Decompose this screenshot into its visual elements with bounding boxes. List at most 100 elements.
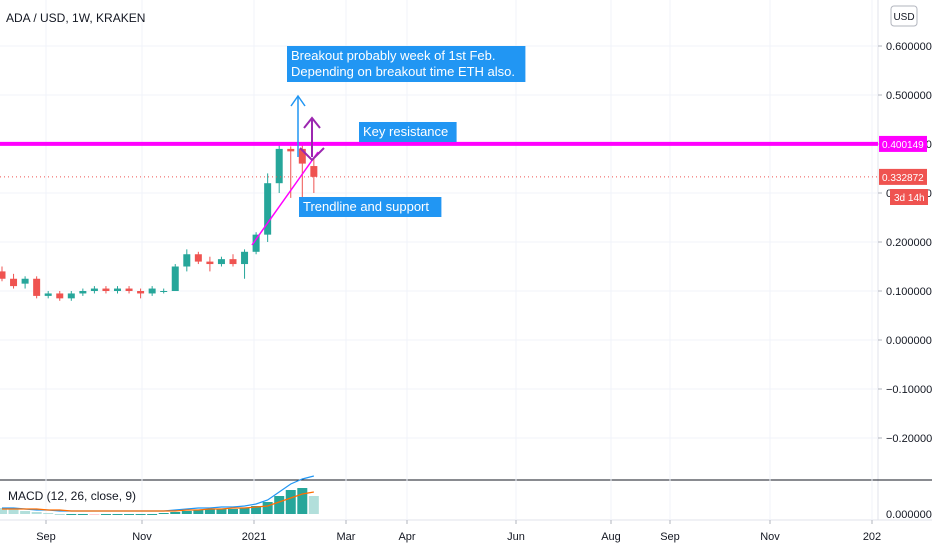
macd-label: MACD (12, 26, close, 9) <box>8 489 136 503</box>
candle-body <box>0 271 6 279</box>
macd-histogram-bar <box>135 514 146 515</box>
x-tick-label: 202 <box>863 531 881 543</box>
candle-body <box>217 259 225 265</box>
svg-text:USD: USD <box>893 12 914 23</box>
macd-histogram-bar <box>112 514 123 515</box>
last-price-badge: 0.332872 <box>879 168 927 185</box>
macd-histogram-bar <box>285 490 296 514</box>
macd-histogram-bar <box>66 514 77 515</box>
candle-body <box>67 293 75 299</box>
candle-body <box>44 293 52 296</box>
macd-histogram-bar <box>204 509 215 514</box>
y-axis[interactable]: 0.6000000.5000000.4000000.3000000.200000… <box>886 41 932 445</box>
macd-histogram-bar <box>89 514 100 515</box>
candle-body <box>148 288 156 294</box>
macd-histogram-bar <box>251 506 262 514</box>
svg-text:Trendline and support: Trendline and support <box>303 199 429 214</box>
macd-histogram-bar <box>54 514 65 515</box>
trendline[interactable] <box>251 151 319 246</box>
candle-body <box>79 291 87 294</box>
y-tick-label: 0.000000 <box>886 335 932 347</box>
y-tick-label: −0.100000 <box>886 384 932 396</box>
candle-body <box>310 166 318 177</box>
candle-body <box>206 261 214 265</box>
macd-histogram-bar <box>8 509 19 514</box>
svg-text:Depending on breakout time ETH: Depending on breakout time ETH also. <box>291 64 515 79</box>
candle-body <box>125 288 133 291</box>
candle-body <box>114 288 121 291</box>
y-tick-label: 0.100000 <box>886 286 932 298</box>
candle-body <box>56 293 64 299</box>
macd-histogram-bar <box>43 513 54 514</box>
candle-body <box>252 234 260 252</box>
x-tick-label: Sep <box>660 531 680 543</box>
candle-body <box>241 251 249 265</box>
signal-line <box>2 491 314 512</box>
candle-body <box>298 148 306 164</box>
macd-histogram-bar <box>193 510 204 514</box>
macd-histogram-bar <box>124 514 135 515</box>
svg-text:0.400149: 0.400149 <box>882 140 924 151</box>
candle-body <box>171 266 179 291</box>
key-resistance-annotation[interactable]: Key resistance <box>359 122 457 142</box>
macd-histogram-bar <box>20 511 31 514</box>
breakout-annotation[interactable]: Breakout probably week of 1st Feb.Depend… <box>287 46 526 82</box>
macd-pane: 0.000000 <box>0 475 932 521</box>
svg-text:Breakout probably week of 1st: Breakout probably week of 1st Feb. <box>291 48 496 63</box>
candle-body <box>183 254 191 267</box>
x-tick-label: Nov <box>760 531 780 543</box>
breakout-arrow-head <box>290 94 306 107</box>
macd-histogram-bar <box>181 511 192 514</box>
macd-histogram-bar <box>170 512 181 514</box>
trendline-annotation[interactable]: Trendline and support <box>299 197 442 217</box>
macd-histogram-bar <box>239 508 250 514</box>
macd-histogram-bar <box>0 508 7 514</box>
candle-body <box>194 254 202 262</box>
x-axis[interactable]: Sep Nov 2021 Mar Apr Jun Aug Sep Nov 202 <box>36 531 881 543</box>
y-tick-label: −0.200000 <box>886 433 932 445</box>
range-arrow-head-top <box>303 116 321 129</box>
macd-histogram-bar <box>147 514 158 515</box>
candle-body <box>229 259 237 265</box>
x-tick-label: 2021 <box>242 531 266 543</box>
resistance-price-badge: 0.400149 <box>879 135 927 152</box>
grid <box>0 0 932 524</box>
svg-text:0.332872: 0.332872 <box>882 173 924 184</box>
macd-histogram-bar <box>100 514 111 515</box>
candle-body <box>287 148 295 152</box>
countdown-badge: 3d 14h <box>890 189 928 205</box>
y-tick-label: 0.600000 <box>886 41 932 53</box>
macd-histogram-bar <box>262 502 273 514</box>
y-tick-label: 0.200000 <box>886 237 932 249</box>
x-tick-label: Nov <box>132 531 152 543</box>
macd-histogram-bar <box>158 513 169 514</box>
macd-tick-label: 0.000000 <box>886 509 932 521</box>
macd-histogram-bar <box>308 496 319 514</box>
x-tick-label: Sep <box>36 531 56 543</box>
y-tick-label: 0.500000 <box>886 90 932 102</box>
range-arrow-head-bottom <box>299 147 325 162</box>
candle-body <box>160 291 168 292</box>
symbol-title: ADA / USD, 1W, KRAKEN <box>6 11 145 25</box>
candle-body <box>21 278 29 284</box>
svg-text:3d 14h: 3d 14h <box>894 193 925 204</box>
overlays: Breakout probably week of 1st Feb.Depend… <box>0 46 878 246</box>
macd-histogram-bar <box>216 509 227 514</box>
macd-histogram-bar <box>228 509 238 514</box>
candle-body <box>102 288 110 291</box>
macd-histogram-bar <box>77 514 88 515</box>
currency-button[interactable]: USD <box>890 5 918 27</box>
candles <box>0 144 318 301</box>
candle-body <box>33 278 41 296</box>
candle-body <box>264 183 272 235</box>
x-tick-label: Jun <box>507 531 525 543</box>
candle-body <box>275 148 283 184</box>
macd-histogram-bar <box>31 512 42 514</box>
svg-text:Key resistance: Key resistance <box>363 124 448 139</box>
x-tick-label: Apr <box>398 531 415 543</box>
candle-body <box>10 278 18 287</box>
macd-histogram-bar <box>274 496 285 514</box>
price-badges: 0.400149 0.332872 3d 14h USD <box>879 5 928 205</box>
candle-body <box>137 291 145 294</box>
